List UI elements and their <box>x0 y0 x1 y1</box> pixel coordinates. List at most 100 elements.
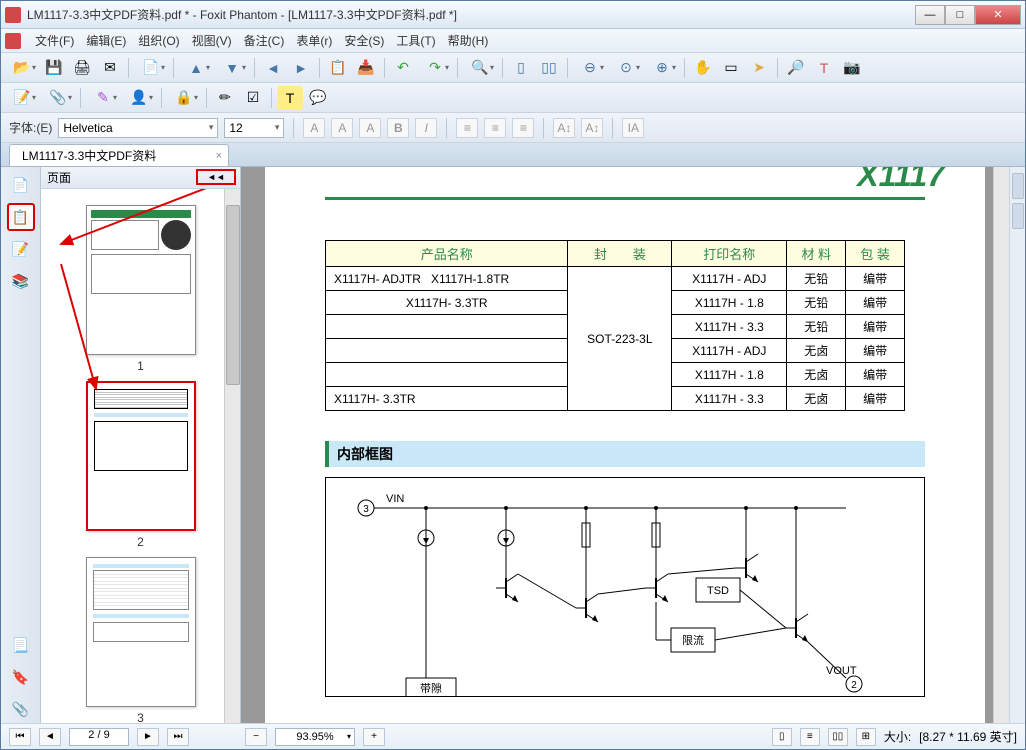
hand-tool-button[interactable]: ✋ <box>690 56 716 80</box>
undo-button[interactable]: ↶ <box>390 56 416 80</box>
print-button[interactable]: 🖨 <box>69 56 95 80</box>
page-single-button[interactable]: ▯ <box>508 56 534 80</box>
nav-prev[interactable]: ◄ <box>39 728 61 746</box>
menu-tools[interactable]: 工具(T) <box>390 30 441 51</box>
rstab-1[interactable] <box>1012 173 1024 199</box>
maximize-button[interactable]: □ <box>945 5 975 25</box>
highlight-button[interactable]: ✎ <box>86 86 120 110</box>
cell: X1117H- ADJTR X1117H-1.8TR <box>326 267 568 291</box>
bold-b[interactable]: B <box>387 118 409 138</box>
note-button[interactable]: 📝 <box>5 86 39 110</box>
zoom-fit-icon[interactable]: ⊙ <box>609 56 643 80</box>
font-select[interactable]: Helvetica <box>58 118 218 138</box>
font-label: 字体:(E) <box>9 119 52 136</box>
form-button[interactable]: ☑ <box>240 86 266 110</box>
sidetab-bookmarks[interactable]: 📄 <box>7 171 35 199</box>
sidetab-pages[interactable]: 📋 <box>7 203 35 231</box>
small-a[interactable]: A <box>359 118 381 138</box>
text-select-button[interactable]: T <box>811 56 837 80</box>
thumb-page-1[interactable] <box>86 205 196 355</box>
zoom-out-icon[interactable]: ⊖ <box>573 56 607 80</box>
page-facing-button[interactable]: ▯▯ <box>536 56 562 80</box>
lock-button[interactable]: 🔒 <box>167 86 201 110</box>
color-a1[interactable]: A <box>303 118 325 138</box>
sidetab-attach[interactable]: 📎 <box>7 695 35 723</box>
cell: 无铅 <box>787 267 846 291</box>
view-single[interactable]: ▯ <box>772 728 792 746</box>
minimize-button[interactable]: — <box>915 5 945 25</box>
redo-button[interactable]: ↷ <box>418 56 452 80</box>
export-button[interactable]: 📋 <box>325 56 351 80</box>
edit-button[interactable]: ✏ <box>212 86 238 110</box>
menu-security[interactable]: 安全(S) <box>338 30 390 51</box>
attach-button[interactable]: 📎 <box>41 86 75 110</box>
close-button[interactable]: ✕ <box>975 5 1021 25</box>
prev-button[interactable]: ◄ <box>260 56 286 80</box>
tab-close-icon[interactable]: × <box>216 150 222 162</box>
menu-help[interactable]: 帮助(H) <box>442 30 495 51</box>
thumb-page-2[interactable] <box>86 381 196 531</box>
email-button[interactable]: ✉ <box>97 56 123 80</box>
svg-text:TSD: TSD <box>707 585 729 597</box>
menu-form[interactable]: 表单(r) <box>290 30 338 51</box>
align-right[interactable]: ≡ <box>512 118 534 138</box>
zoom-in-btn[interactable]: + <box>363 728 385 746</box>
stamp-button[interactable]: 👤 <box>122 86 156 110</box>
size-select[interactable]: 12 <box>224 118 284 138</box>
color-a2[interactable]: A <box>331 118 353 138</box>
sidetab-comments[interactable]: 📝 <box>7 235 35 263</box>
nav-last[interactable]: ⏭ <box>167 728 189 746</box>
view-cont[interactable]: ≡ <box>800 728 820 746</box>
document-tab[interactable]: LM1117-3.3中文PDF资料 × <box>9 144 229 166</box>
zoom-out-btn[interactable]: − <box>245 728 267 746</box>
cell: 编带 <box>846 387 905 411</box>
cell: X1117H - 3.3 <box>672 315 787 339</box>
zoom-in-icon[interactable]: ⊕ <box>645 56 679 80</box>
menu-comment[interactable]: 备注(C) <box>238 30 291 51</box>
thumb-header: 页面 ◄◄ <box>41 167 240 189</box>
document-view[interactable]: X1117 产品名称 封 装 打印名称 材 料 包 装 X1117H- ADJT… <box>241 167 1009 723</box>
view-facing[interactable]: ▯▯ <box>828 728 848 746</box>
nav-next[interactable]: ► <box>137 728 159 746</box>
zoom-in-button[interactable]: 🔍 <box>463 56 497 80</box>
sidetab-security[interactable]: 🔖 <box>7 663 35 691</box>
italic-i[interactable]: I <box>415 118 437 138</box>
thumb-scroll-handle[interactable] <box>226 205 240 385</box>
import-button[interactable]: 📥 <box>353 56 379 80</box>
right-strip <box>1009 167 1025 723</box>
collapse-button[interactable]: ◄◄ <box>196 169 236 185</box>
scan-button[interactable]: 📄 <box>134 56 168 80</box>
open-button[interactable]: 📂 <box>5 56 39 80</box>
view-cont-facing[interactable]: ⊞ <box>856 728 876 746</box>
menu-file[interactable]: 文件(F) <box>29 30 80 51</box>
svg-text:限流: 限流 <box>682 633 704 647</box>
doc-scrollbar[interactable] <box>993 167 1009 723</box>
thumb-page-3[interactable] <box>86 557 196 707</box>
zoom-indicator[interactable]: 93.95% <box>275 728 355 746</box>
align-left[interactable]: ≡ <box>456 118 478 138</box>
menu-view[interactable]: 视图(V) <box>186 30 238 51</box>
menu-organize[interactable]: 组织(O) <box>132 30 185 51</box>
page-indicator[interactable]: 2 / 9 <box>69 728 129 746</box>
nav-first[interactable]: ⏮ <box>9 728 31 746</box>
svg-text:VIN: VIN <box>386 493 404 505</box>
next-button[interactable]: ► <box>288 56 314 80</box>
callout-button[interactable]: 💬 <box>305 86 331 110</box>
rstab-2[interactable] <box>1012 203 1024 229</box>
menu-edit[interactable]: 编辑(E) <box>80 30 132 51</box>
search-button[interactable]: 🔎 <box>783 56 809 80</box>
pointer-tool-button[interactable]: ➤ <box>746 56 772 80</box>
save-button[interactable]: 💾 <box>41 56 67 80</box>
spacing-1[interactable]: A↕ <box>553 118 575 138</box>
indent[interactable]: IA <box>622 118 644 138</box>
nav-down-button[interactable]: ▼ <box>215 56 249 80</box>
thumb-scrollbar[interactable] <box>224 189 240 723</box>
spacing-2[interactable]: A↕ <box>581 118 603 138</box>
textbox-button[interactable]: T <box>277 86 303 110</box>
align-center[interactable]: ≡ <box>484 118 506 138</box>
snapshot-button[interactable]: 📷 <box>839 56 865 80</box>
sidetab-layers[interactable]: 📚 <box>7 267 35 295</box>
sidetab-sign[interactable]: 📃 <box>7 631 35 659</box>
select-tool-button[interactable]: ▭ <box>718 56 744 80</box>
nav-up-button[interactable]: ▲ <box>179 56 213 80</box>
